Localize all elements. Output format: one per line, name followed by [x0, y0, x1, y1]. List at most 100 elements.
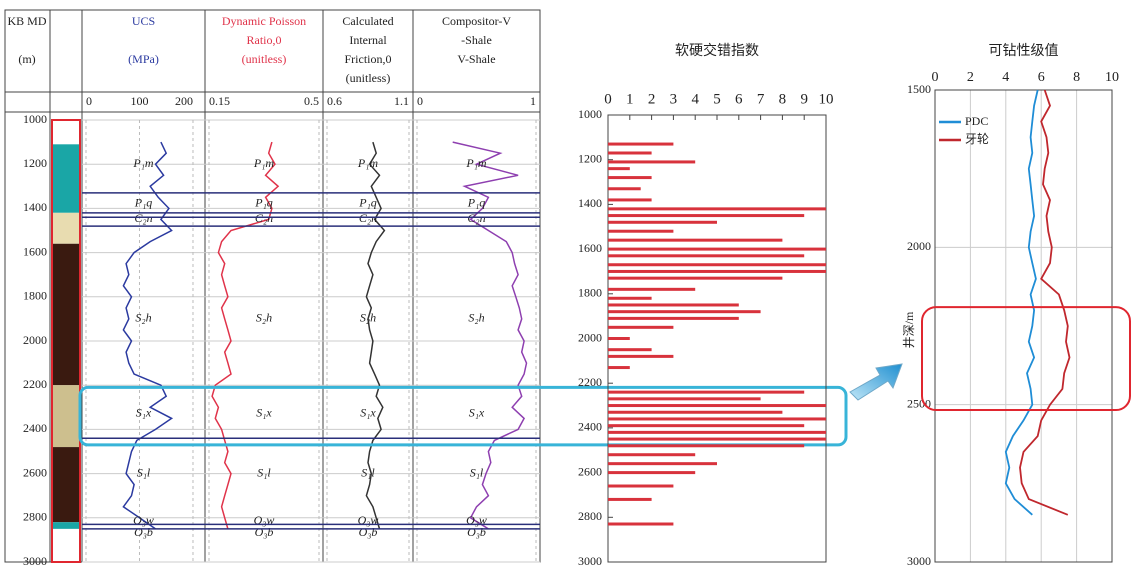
x-tick-label: 6	[735, 91, 743, 107]
formation-label: S₁l	[361, 465, 375, 479]
y-tick-label: 1200	[23, 156, 47, 170]
x-tick-label: 3	[670, 91, 678, 107]
x-tick-label: 1.1	[394, 94, 409, 108]
bar	[608, 176, 652, 179]
x-tick-label: 10	[819, 91, 834, 107]
bar	[608, 462, 717, 465]
bar	[608, 391, 804, 394]
x-tick-label: 0.6	[327, 94, 342, 108]
y-tick-label: 2200	[578, 375, 602, 389]
x-tick-label: 8	[1073, 70, 1080, 85]
y-tick-label: 2400	[23, 421, 47, 435]
lithology-layer	[53, 522, 79, 529]
y-tick-label: 1800	[23, 289, 47, 303]
plot-frame	[935, 90, 1112, 562]
formation-label: S₁l	[137, 465, 151, 479]
track-header: (unitless)	[242, 52, 287, 66]
bar	[608, 411, 782, 414]
plot-frame	[608, 115, 826, 562]
x-tick-label: 1	[626, 91, 634, 107]
x-tick-label: 0	[932, 70, 939, 85]
x-tick-label: 0	[417, 94, 423, 108]
track-header: Calculated	[342, 14, 393, 28]
x-tick-label: 4	[691, 91, 699, 107]
legend-label: PDC	[965, 114, 988, 128]
x-tick-label: 0.15	[209, 94, 230, 108]
y-tick-label: 3000	[907, 554, 931, 568]
bar	[608, 337, 630, 340]
bar	[608, 230, 673, 233]
formation-label: P₁m	[253, 156, 275, 170]
bar	[608, 366, 630, 369]
track-header: Friction,0	[345, 52, 392, 66]
formation-label: S₂h	[468, 311, 484, 325]
y-tick-label: 2800	[23, 510, 47, 524]
bar	[608, 431, 826, 434]
formation-label: P₁m	[357, 156, 379, 170]
bar	[608, 270, 826, 273]
x-tick-label: 2	[648, 91, 656, 107]
bar	[608, 143, 673, 146]
bar	[608, 263, 826, 266]
y-tick-label: 1000	[578, 107, 602, 121]
legend-label: 牙轮	[965, 132, 989, 146]
line-series	[1020, 90, 1070, 515]
bar	[608, 397, 761, 400]
formation-label: S₁x	[469, 406, 485, 420]
bar	[608, 254, 804, 257]
bar	[608, 523, 673, 526]
bar	[608, 498, 652, 501]
x-tick-label: 200	[175, 94, 193, 108]
x-tick-label: 10	[1105, 70, 1119, 85]
formation-label: S₁x	[256, 406, 272, 420]
bar	[608, 310, 761, 313]
bar	[608, 221, 717, 224]
formation-label: S₁l	[257, 465, 271, 479]
depth-title: KB MD	[7, 14, 46, 28]
y-tick-label: 1800	[578, 286, 602, 300]
x-tick-label: 5	[713, 91, 721, 107]
y-tick-label: 1600	[578, 241, 602, 255]
log-curve	[453, 142, 527, 529]
bar	[608, 214, 804, 217]
bar	[608, 239, 782, 242]
track-header: -Shale	[461, 33, 492, 47]
bar	[608, 303, 739, 306]
bar	[608, 248, 826, 251]
lithology-layer	[53, 213, 79, 244]
bar	[608, 424, 804, 427]
bar	[608, 438, 826, 441]
y-tick-label: 2000	[23, 333, 47, 347]
bar	[608, 471, 695, 474]
bar	[608, 297, 652, 300]
y-tick-label: 2000	[578, 330, 602, 344]
bar	[608, 207, 826, 210]
lithology-layer	[53, 120, 79, 144]
bar	[608, 453, 695, 456]
y-tick-label: 2600	[578, 464, 602, 478]
x-tick-label: 100	[130, 94, 148, 108]
arrow	[850, 364, 902, 400]
y-tick-label: 1000	[23, 112, 47, 126]
formation-label: S₂h	[256, 311, 272, 325]
bar	[608, 326, 673, 329]
formation-label: P₁m	[465, 156, 487, 170]
y-tick-label: 2000	[907, 239, 931, 253]
x-tick-label: 7	[757, 91, 765, 107]
depth-title: (m)	[18, 52, 35, 66]
x-tick-label: 6	[1038, 70, 1045, 85]
x-tick-label: 9	[800, 91, 808, 107]
x-tick-label: 0	[604, 91, 612, 107]
y-axis-label: 井深/m	[902, 311, 916, 348]
formation-label: P₁q	[254, 196, 273, 210]
x-tick-label: 4	[1002, 70, 1009, 85]
formation-label: S₂h	[360, 311, 376, 325]
y-tick-label: 1200	[578, 151, 602, 165]
x-tick-label: 0	[86, 94, 92, 108]
bar	[608, 167, 630, 170]
bar	[608, 355, 673, 358]
chart-title: 软硬交错指数	[675, 42, 759, 59]
x-tick-label: 2	[967, 70, 974, 85]
bar	[608, 485, 673, 488]
bar	[608, 151, 652, 154]
